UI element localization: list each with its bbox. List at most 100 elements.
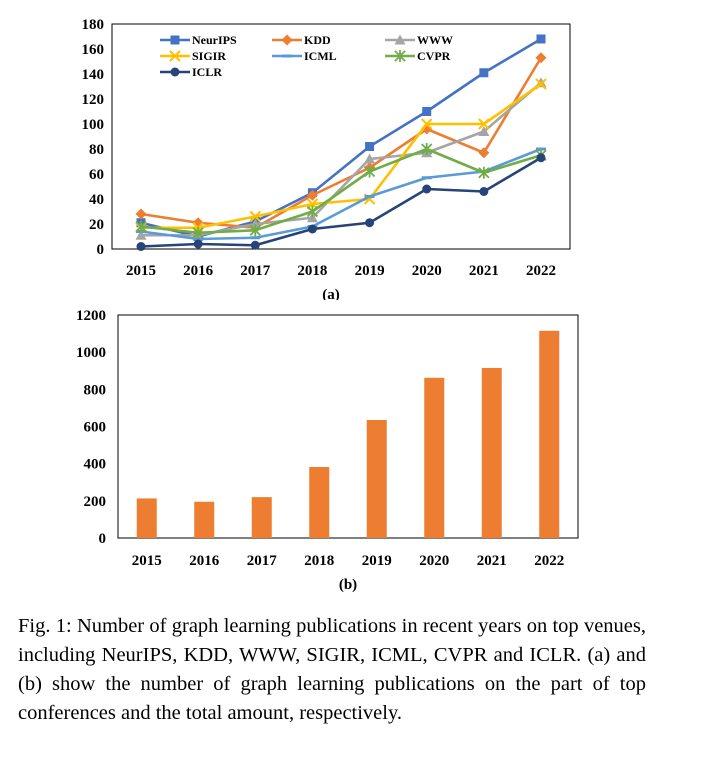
data-point xyxy=(421,118,433,130)
x-tick-label: 2021 xyxy=(469,263,499,279)
bar-2021 xyxy=(481,367,502,538)
subtitle-b: (b) xyxy=(339,577,357,593)
y-tick-label: 1200 xyxy=(76,308,106,324)
bar-2015 xyxy=(136,498,157,538)
series-line xyxy=(140,57,543,230)
series-kdd xyxy=(135,52,547,234)
data-point xyxy=(250,240,260,250)
line-chart-a: 0 20 40 60 80 100 120 140 160 180 2015 2016 2017 2018… xyxy=(82,17,571,300)
data-point xyxy=(365,218,375,228)
data-point xyxy=(193,239,203,249)
data-point xyxy=(135,208,147,220)
legend-marker xyxy=(169,50,181,62)
legend-label: ICLR xyxy=(192,65,222,79)
figure-caption: Fig. 1: Number of graph learning publica… xyxy=(18,615,646,724)
data-point xyxy=(478,166,490,179)
data-point xyxy=(421,143,433,155)
series-line xyxy=(140,147,542,235)
x-tick-label: 2022 xyxy=(526,263,556,279)
plot-area-a xyxy=(111,23,571,250)
data-point xyxy=(136,242,146,251)
legend-marker xyxy=(170,67,180,77)
data-point xyxy=(135,229,147,240)
data-point xyxy=(249,210,261,223)
y-tick-label: 600 xyxy=(84,420,107,436)
y-tick-label: 40 xyxy=(89,192,104,208)
legend-label: CVPR xyxy=(417,49,451,63)
bar-2016 xyxy=(194,501,215,538)
subtitle-a: (a) xyxy=(322,287,340,300)
y-tick-label: 0 xyxy=(97,242,105,258)
data-point xyxy=(307,224,317,234)
bar-2018 xyxy=(309,467,330,538)
x-tick-label: 2018 xyxy=(297,263,327,279)
bar-chart-b: 0 200 400 600 800 1000 1200 2015 2016 2017 2018 201… xyxy=(76,308,579,593)
legend-label: WWW xyxy=(417,33,453,47)
series-line xyxy=(140,156,542,248)
data-point xyxy=(135,220,147,233)
y-tick-label: 140 xyxy=(82,67,105,83)
legend-entry: ICLR xyxy=(160,65,222,79)
x-tick-label: 2019 xyxy=(355,263,385,279)
x-tick-label: 2017 xyxy=(240,263,271,279)
y-tick-label: 1000 xyxy=(76,345,106,361)
x-tick-label: 2016 xyxy=(183,263,214,279)
y-tick-label: 60 xyxy=(89,167,104,183)
legend-entry: SIGIR xyxy=(160,49,226,63)
y-tick-label: 20 xyxy=(89,217,104,233)
data-point xyxy=(478,118,490,130)
y-tick-label: 800 xyxy=(84,382,107,398)
data-point xyxy=(535,78,547,90)
series-www xyxy=(135,77,547,240)
data-point xyxy=(365,142,375,151)
data-point xyxy=(249,218,261,229)
data-point xyxy=(422,107,432,116)
y-tick-label: 0 xyxy=(99,531,107,547)
data-point xyxy=(422,184,432,194)
x-tick-label: 2018 xyxy=(304,553,334,569)
data-point xyxy=(306,205,319,218)
y-tick-label: 200 xyxy=(84,494,107,510)
y-tick-label: 400 xyxy=(84,457,107,473)
data-point xyxy=(249,224,261,237)
x-tick-label: 2020 xyxy=(419,553,449,569)
x-tick-label: 2019 xyxy=(362,553,392,569)
data-point xyxy=(364,153,376,164)
series-iclr xyxy=(136,153,546,251)
x-tick-label: 2020 xyxy=(412,263,442,279)
y-tick-label: 120 xyxy=(82,92,105,108)
y-tick-label: 180 xyxy=(82,17,105,33)
legend-label: NeurIPS xyxy=(192,33,237,47)
data-point xyxy=(363,165,376,178)
x-tick-label: 2022 xyxy=(534,553,564,569)
x-tick-label: 2016 xyxy=(189,553,220,569)
legend-marker xyxy=(170,35,180,45)
plot-area-b xyxy=(117,314,579,539)
y-tick-label: 160 xyxy=(82,42,105,58)
y-tick-label: 100 xyxy=(82,117,105,133)
series-line xyxy=(141,82,542,230)
x-tick-label: 2015 xyxy=(126,263,156,279)
legend-entry: CVPR xyxy=(385,49,451,63)
data-point xyxy=(478,147,490,159)
data-point xyxy=(535,52,547,64)
x-tick-label: 2021 xyxy=(477,553,507,569)
legend-entry: ICML xyxy=(272,49,337,63)
legend-marker xyxy=(394,34,406,45)
data-point xyxy=(479,68,489,78)
legend-label: KDD xyxy=(304,33,331,47)
legend-marker xyxy=(394,50,406,62)
legend-label: SIGIR xyxy=(192,49,226,63)
legend-entry: KDD xyxy=(272,33,331,47)
legend-entry: WWW xyxy=(385,33,453,47)
data-point xyxy=(536,34,546,44)
data-point xyxy=(192,226,204,239)
data-point xyxy=(536,153,546,163)
legend-marker xyxy=(281,34,293,46)
x-tick-label: 2017 xyxy=(247,553,278,569)
bar-2022 xyxy=(539,330,560,538)
data-point xyxy=(478,126,490,136)
y-tick-label: 80 xyxy=(89,142,104,158)
bar-2017 xyxy=(251,497,272,538)
x-tick-label: 2015 xyxy=(132,553,162,569)
